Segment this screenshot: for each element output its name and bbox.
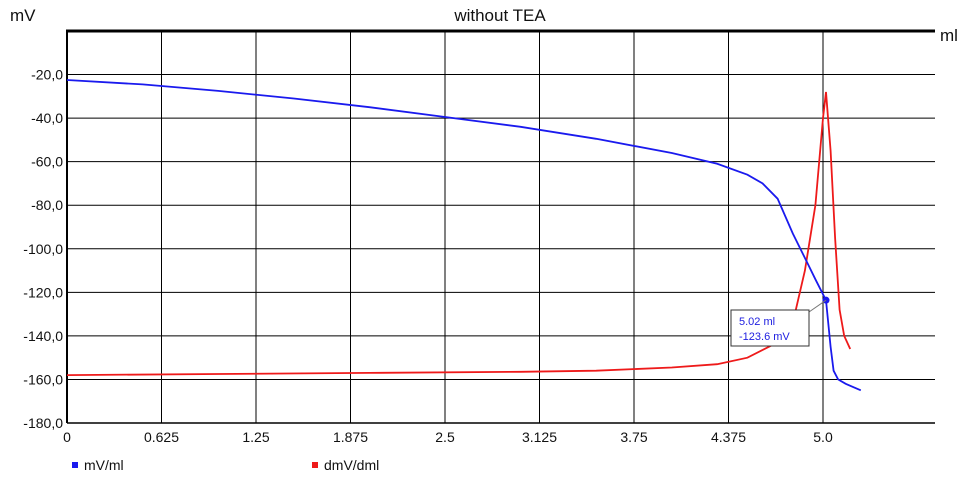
chart-title: without TEA xyxy=(453,6,546,25)
x-tick-label: 4.375 xyxy=(711,429,746,445)
x-tick-label: 1.25 xyxy=(242,429,269,445)
x-tick-label: 0 xyxy=(63,429,71,445)
annotation-box xyxy=(730,309,810,347)
x-tick-label: 0.625 xyxy=(144,429,179,445)
x-tick-label: 3.75 xyxy=(620,429,647,445)
x-tick-label: 2.5 xyxy=(435,429,455,445)
y-tick-label: -160,0 xyxy=(23,371,63,387)
x-tick-label: 1.875 xyxy=(333,429,368,445)
x-tick-labels: 0 0.625 1.25 1.875 2.5 3.125 3.75 4.375 5.0 xyxy=(63,429,833,445)
annotation-x-value: 5.02 ml xyxy=(739,316,775,328)
x-tick-label: 5.0 xyxy=(813,429,833,445)
y-tick-label: -180,0 xyxy=(23,415,63,431)
y-axis-label: mV xyxy=(10,6,36,25)
x-axis-label: ml xyxy=(940,26,958,45)
y-tick-labels: -20,0 -40,0 -60,0 -80,0 -100,0 -120,0 -140,0 -1… xyxy=(23,67,63,431)
y-tick-label: -140,0 xyxy=(23,328,63,344)
series-line-mv-ml xyxy=(66,79,862,392)
y-tick-label: -80,0 xyxy=(31,197,63,213)
legend-swatch-mv-ml xyxy=(72,462,78,468)
y-tick-label: -60,0 xyxy=(31,154,63,170)
x-tick-label: 3.125 xyxy=(522,429,557,445)
legend-swatch-dmv-dml xyxy=(312,462,318,468)
annotation-y-value: -123.6 mV xyxy=(739,331,790,343)
y-tick-label: -120,0 xyxy=(23,284,63,300)
legend-label-dmv-dml: dmV/dml xyxy=(324,457,379,473)
y-tick-label: -20,0 xyxy=(31,67,63,83)
y-tick-label: -40,0 xyxy=(31,110,63,126)
annotation-leader xyxy=(808,299,827,313)
legend-label-mv-ml: mV/ml xyxy=(84,457,124,473)
y-tick-label: -100,0 xyxy=(23,241,63,257)
